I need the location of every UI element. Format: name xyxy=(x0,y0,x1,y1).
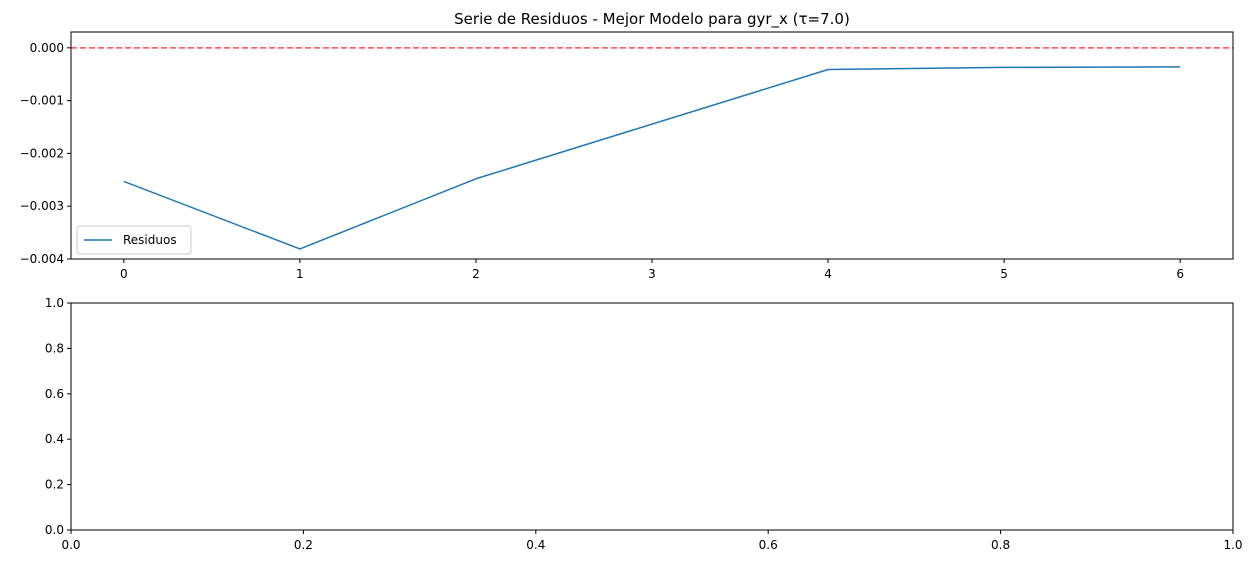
residuals-chart: Serie de Residuos - Mejor Modelo para gy… xyxy=(20,10,1234,281)
x-axis-ticks: 0 1 2 3 4 5 6 xyxy=(120,259,1184,281)
x-tick-label: 0.4 xyxy=(526,538,545,552)
y-axis-ticks-2: 0.0 0.2 0.4 0.6 0.8 1.0 xyxy=(45,296,71,537)
legend: Residuos xyxy=(76,225,192,255)
empty-chart: 0.0 0.2 0.4 0.6 0.8 1.0 0.0 0.2 0.4 0.6 0.8 1.0 xyxy=(45,296,1243,552)
x-tick-label: 3 xyxy=(648,267,656,281)
y-tick-label: 0.6 xyxy=(45,387,64,401)
legend-label-residuos: Residuos xyxy=(123,233,177,247)
y-tick-label: 1.0 xyxy=(45,296,64,310)
axes-frame xyxy=(70,302,1234,531)
x-tick-label: 5 xyxy=(1000,267,1008,281)
y-tick-label: 0.4 xyxy=(45,432,64,446)
y-tick-label: 0.2 xyxy=(45,478,64,492)
x-tick-label: 2 xyxy=(472,267,480,281)
legend-box xyxy=(76,225,192,255)
y-axis-ticks: 0.000 −0.001 −0.002 −0.003 −0.004 xyxy=(20,41,71,266)
y-tick-label: 0.000 xyxy=(30,41,64,55)
x-tick-label: 0.6 xyxy=(759,538,778,552)
x-tick-label: 1.0 xyxy=(1223,538,1242,552)
x-tick-label: 0.0 xyxy=(61,538,80,552)
y-tick-label: −0.003 xyxy=(20,199,64,213)
axes-frame xyxy=(70,31,1234,260)
plot-frame xyxy=(70,31,1234,260)
y-tick-label: 0.0 xyxy=(45,523,64,537)
y-tick-label: −0.001 xyxy=(20,94,64,108)
plot-frame-2 xyxy=(70,302,1234,531)
x-tick-label: 4 xyxy=(824,267,832,281)
x-tick-label: 0.8 xyxy=(991,538,1010,552)
x-tick-label: 0.2 xyxy=(294,538,313,552)
y-tick-label: −0.004 xyxy=(20,252,64,266)
series-group xyxy=(123,66,1181,250)
x-tick-label: 1 xyxy=(296,267,304,281)
y-tick-label: 0.8 xyxy=(45,341,64,355)
chart-title: Serie de Residuos - Mejor Modelo para gy… xyxy=(454,10,850,29)
x-tick-label: 0 xyxy=(120,267,128,281)
series-line-residuos xyxy=(123,66,1181,250)
x-axis-ticks-2: 0.0 0.2 0.4 0.6 0.8 1.0 xyxy=(61,530,1243,552)
x-tick-label: 6 xyxy=(1176,267,1184,281)
y-tick-label: −0.002 xyxy=(20,146,64,160)
